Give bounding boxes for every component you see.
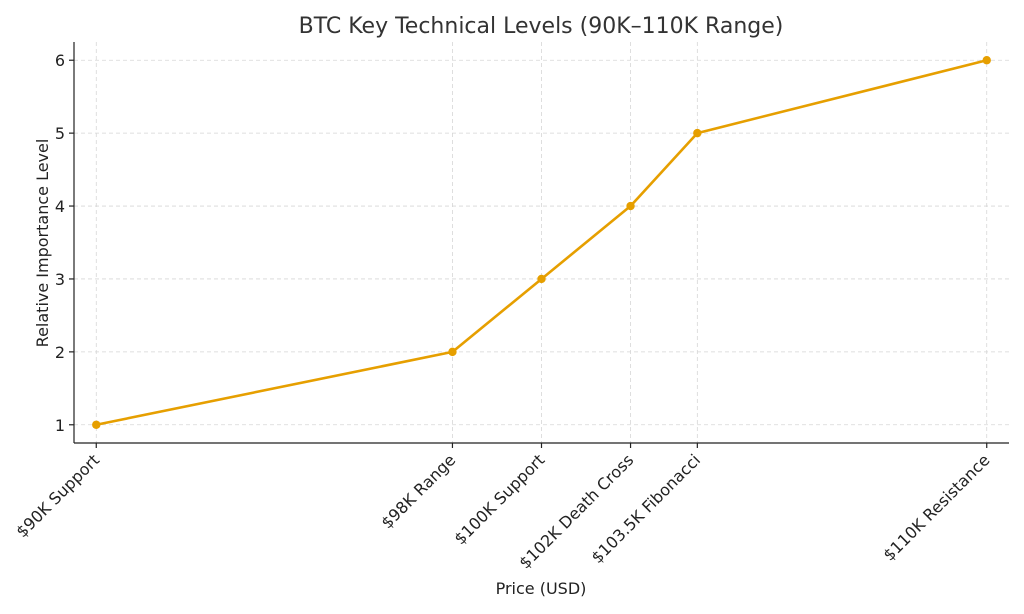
chart-title: BTC Key Technical Levels (90K–110K Range… [299,14,784,39]
y-tick-label: 3 [55,270,65,289]
x-tick-label: $100K Support [450,450,548,548]
grid-layer [74,42,1009,443]
y-tick-label: 5 [55,124,65,143]
y-tick-label: 4 [55,197,65,216]
x-tick-label: $98K Range [377,450,459,532]
series-line [96,58,988,427]
y-axis-label: Relative Importance Level [33,139,52,348]
x-axis-label: Price (USD) [496,579,587,598]
x-tick-label: $90K Support [12,450,103,541]
y-tick-label: 1 [55,416,65,435]
data-point [92,420,101,429]
y-tick-label: 2 [55,343,65,362]
x-tick-label: $103.5K Fibonacci [588,450,705,567]
data-point [626,201,635,211]
data-point [448,347,457,357]
data-point [982,56,991,65]
data-point [693,128,702,138]
x-tick-label: $110K Resistance [879,450,993,564]
series-layer [92,56,991,429]
data-point [537,274,546,284]
y-tick-label: 6 [55,51,65,70]
axes-spines [73,42,1009,444]
